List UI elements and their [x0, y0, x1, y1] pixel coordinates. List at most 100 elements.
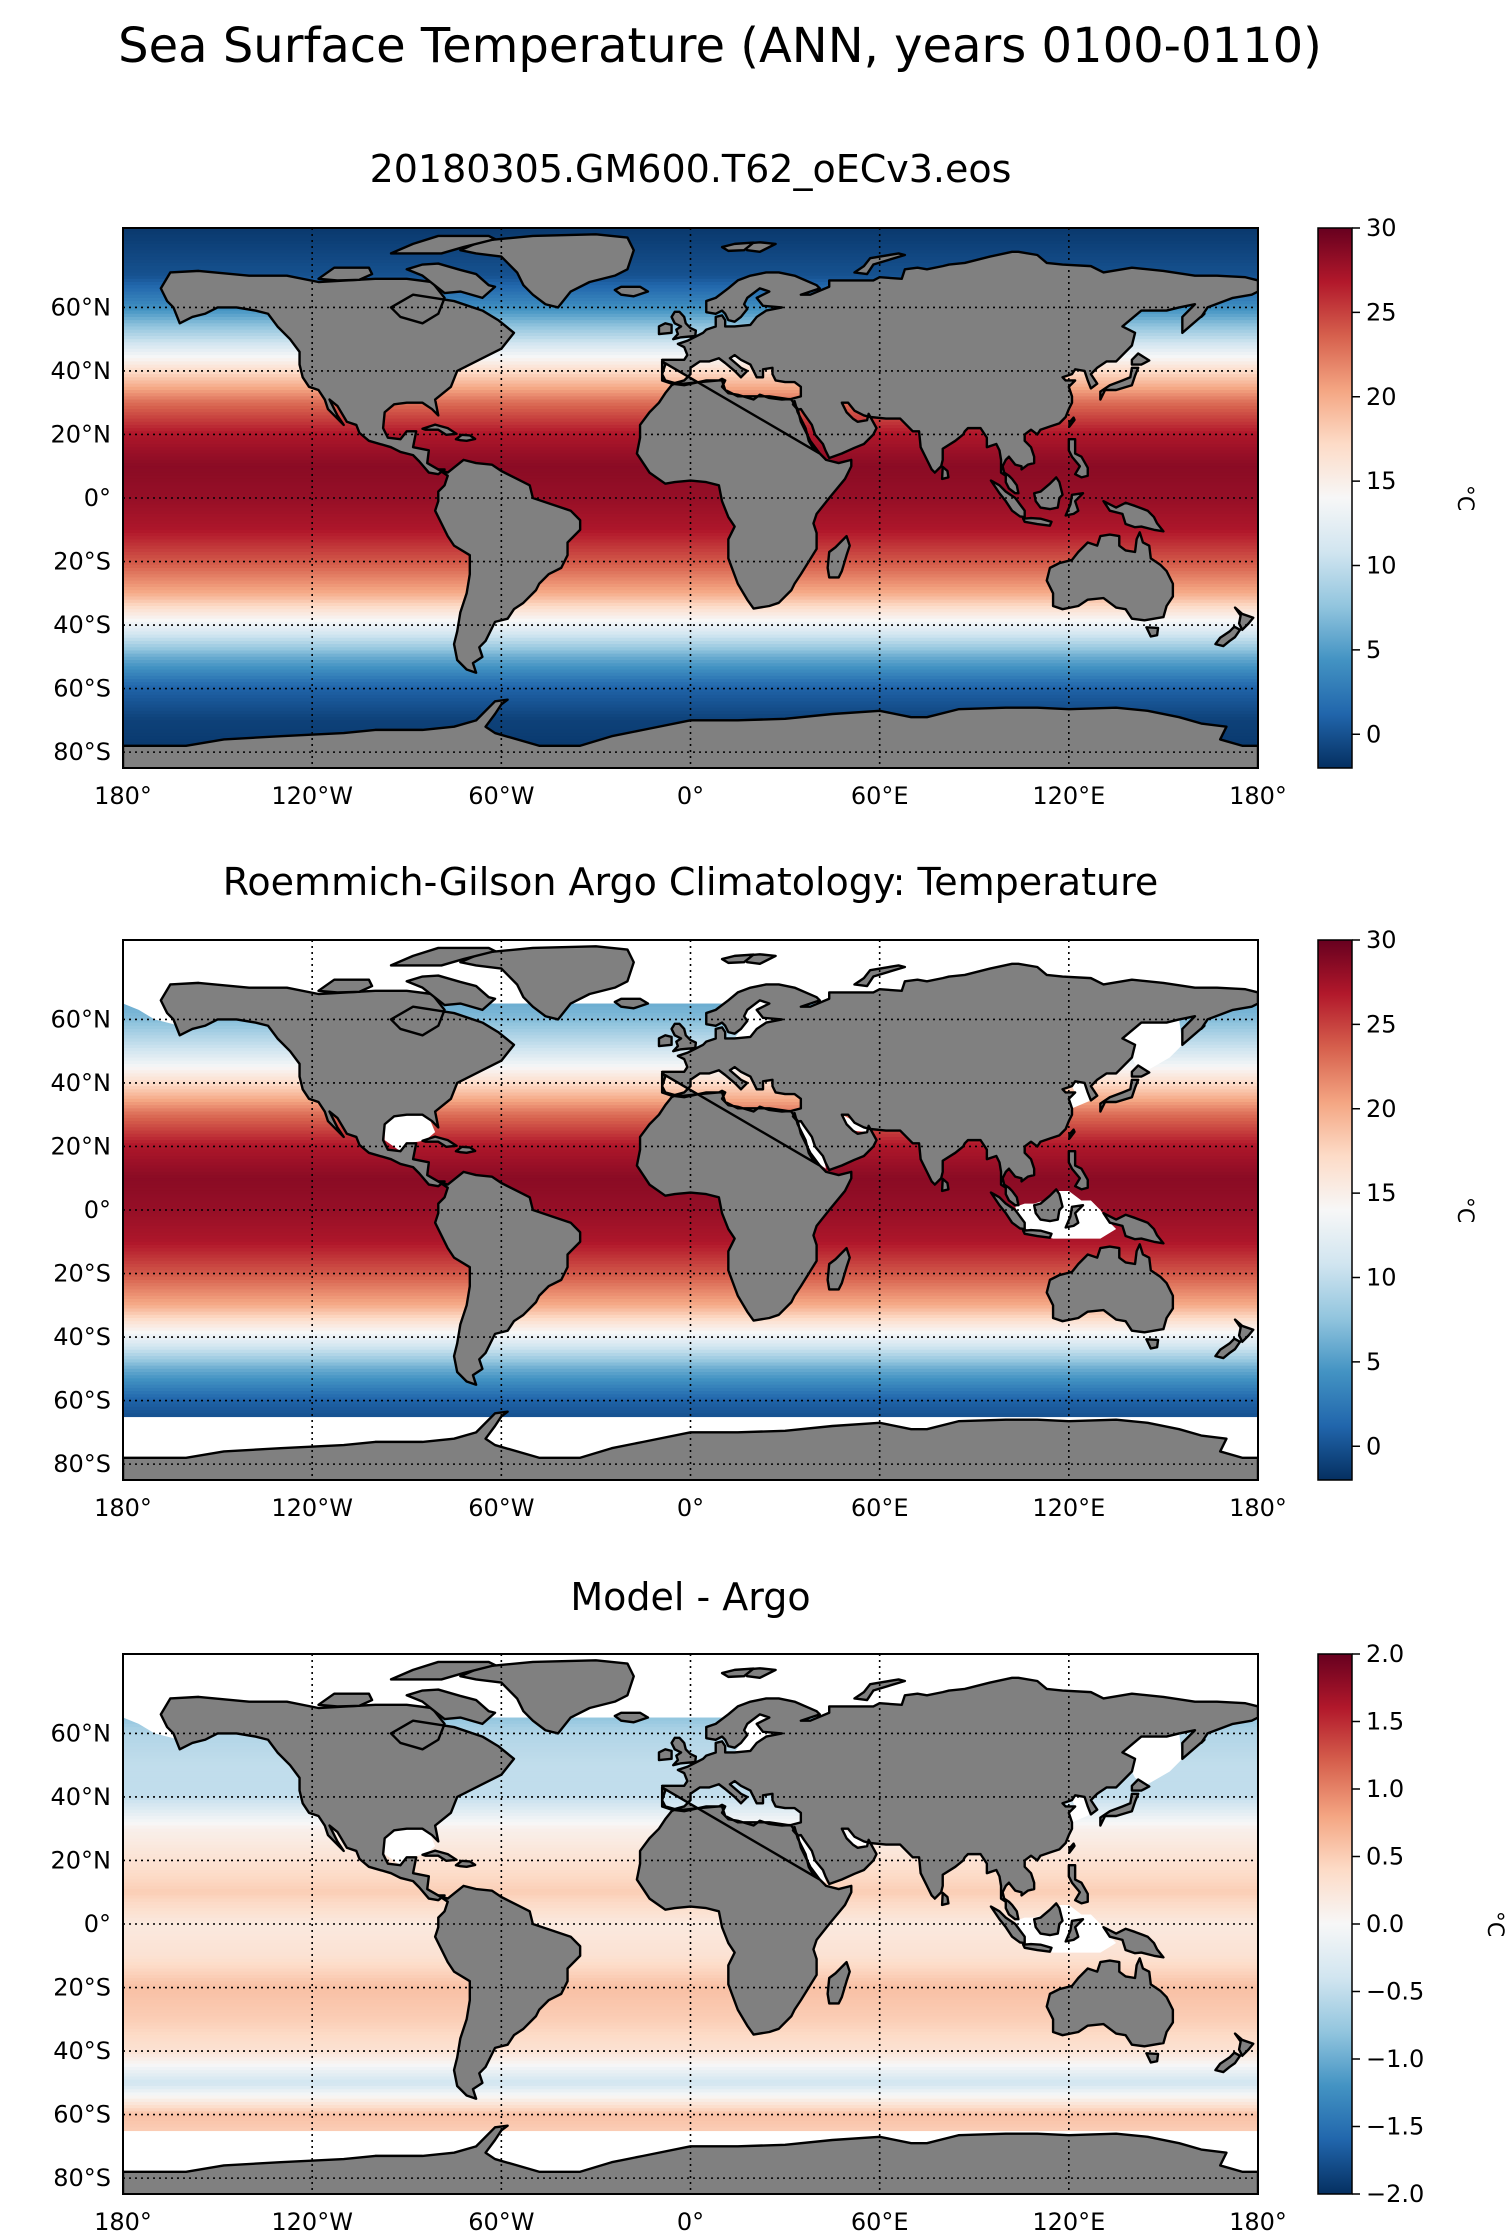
field-band	[123, 1254, 1258, 1259]
field-band	[123, 1003, 1258, 1008]
field-band	[123, 1267, 1258, 1271]
field-band	[123, 2070, 1258, 2074]
land-japan	[1099, 1792, 1140, 1827]
land-sumatra	[989, 1905, 1026, 1945]
field-band	[123, 1295, 1258, 1300]
field-band	[123, 1229, 1258, 1233]
field-band	[123, 1302, 1258, 1306]
land-philippines	[1067, 438, 1089, 479]
colorbar-tick-label: 10	[1366, 552, 1397, 580]
field-band	[123, 1086, 1258, 1090]
field-band	[123, 1009, 1258, 1014]
land-greenland	[459, 233, 635, 309]
field-band	[123, 2028, 1258, 2033]
land-australia	[1045, 1243, 1175, 1334]
land-hispaniola	[454, 1145, 477, 1155]
land-japan	[1099, 366, 1140, 401]
field-band	[123, 1987, 1258, 1992]
x-tick-label: 0°	[677, 1494, 704, 1522]
colorbar-tick-label: −1.5	[1366, 2113, 1424, 2141]
land-north-america	[159, 269, 516, 476]
land-novaya-zemlya	[853, 1678, 907, 1702]
land-north-america	[159, 981, 516, 1188]
y-tick-label: 80°S	[53, 2164, 111, 2192]
field-band	[123, 494, 1258, 499]
land-great-britain	[670, 1736, 698, 1767]
field-band	[123, 637, 1258, 642]
land-sulawesi	[1064, 1204, 1085, 1229]
land-australia	[1045, 1957, 1175, 2048]
field-band	[123, 1968, 1258, 1973]
colorbar-tick-label: 0.0	[1366, 1910, 1404, 1938]
colorbar-tick-label: 25	[1366, 298, 1397, 326]
y-tick-label: 60°N	[51, 1005, 112, 1033]
field-band	[123, 612, 1258, 617]
field-band	[123, 1939, 1258, 1944]
land-madagascar	[826, 534, 851, 579]
field-band	[123, 1949, 1258, 1954]
land-greenland	[459, 945, 635, 1021]
field-band	[123, 1019, 1258, 1024]
land-ellesmere-island	[389, 1660, 497, 1681]
land-hokkaido	[1130, 352, 1151, 366]
x-tick-label: 60°E	[851, 2208, 909, 2235]
field-band	[123, 609, 1258, 613]
x-tick-label: 60°W	[468, 1494, 534, 1522]
y-tick-label: 80°S	[53, 738, 111, 766]
field-band	[123, 583, 1258, 588]
field-band	[123, 618, 1258, 623]
field-band	[123, 2101, 1258, 2106]
field-band	[123, 278, 1258, 283]
map-panel-3: Model - Argo 180° 120°W 60°W 0° 60°E 120°E 180°…	[51, 1575, 1508, 2235]
land-sri-lanka	[940, 1177, 950, 1193]
land-ireland	[657, 322, 673, 336]
field-band	[123, 1720, 1258, 1725]
x-tick-label: 120°W	[271, 782, 353, 810]
field-band	[123, 561, 1258, 566]
field-band	[123, 1997, 1258, 2001]
field-band	[123, 1248, 1258, 1252]
land-taiwan	[1068, 416, 1076, 428]
y-tick-label: 20°S	[53, 1974, 111, 2002]
field-band	[123, 488, 1258, 493]
field-band	[123, 1410, 1258, 1414]
field-band	[123, 2035, 1258, 2039]
field-band	[123, 1378, 1258, 1383]
y-tick-label: 60°S	[53, 675, 111, 703]
field-band	[123, 666, 1258, 671]
field-band	[123, 1343, 1258, 1348]
field-band	[123, 621, 1258, 626]
y-tick-label: 60°S	[53, 1387, 111, 1415]
land-japan	[1099, 1078, 1140, 1113]
field-band	[123, 1993, 1258, 1998]
field-band	[123, 510, 1258, 515]
land-sulawesi	[1064, 1918, 1085, 1943]
field-band	[123, 1337, 1258, 1341]
colorbar-tick-label: 15	[1366, 467, 1397, 495]
field-band	[123, 297, 1258, 302]
field-band	[123, 548, 1258, 553]
colorbar-tick-label: 20	[1366, 383, 1397, 411]
land-ireland	[657, 1034, 673, 1048]
field-band	[123, 272, 1258, 277]
nodata-baltic	[734, 1714, 782, 1753]
field-band	[123, 685, 1258, 690]
field-band	[123, 301, 1258, 305]
field-band	[123, 656, 1258, 661]
land-svalbard-north	[720, 953, 755, 965]
land-south-america	[433, 1884, 582, 2100]
colorbar-tick-label: 0	[1366, 720, 1381, 748]
field-band	[123, 1032, 1258, 1036]
field-band	[123, 1908, 1258, 1912]
field-band	[123, 1391, 1258, 1395]
x-tick-label: 120°W	[271, 1494, 353, 1522]
field-band	[123, 663, 1258, 667]
field-band	[123, 1200, 1258, 1205]
land-java	[1021, 1228, 1053, 1239]
field-band	[123, 1368, 1258, 1373]
y-tick-label: 60°S	[53, 2101, 111, 2129]
land-sulawesi	[1064, 492, 1085, 517]
land-iceland	[613, 1711, 650, 1724]
nodata-yellow-sea	[1065, 1795, 1091, 1823]
